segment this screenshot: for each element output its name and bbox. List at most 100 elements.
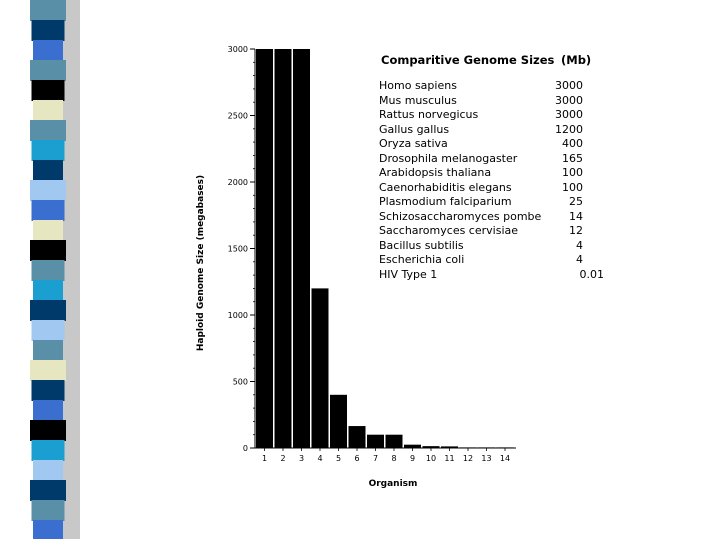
genome-size-value: 3000: [555, 108, 583, 121]
organism-name: Caenorhabiditis elegans: [379, 180, 512, 194]
organism-name: Rattus norvegicus: [379, 108, 479, 121]
genome-size-value: 3000: [555, 93, 583, 107]
bar-2: [274, 49, 292, 448]
table-row: Drosophila melanogaster 165: [379, 152, 619, 166]
stripe-band: [33, 520, 63, 539]
organism-name: Saccharomyces cervisiae: [379, 224, 519, 237]
x-tick-label: 11: [444, 454, 454, 463]
genome-size-value: 0.01: [579, 267, 605, 281]
stripe-band: [30, 420, 66, 441]
organism-name: Bacillus subtilis: [379, 238, 464, 252]
bar-6: [348, 426, 366, 448]
stripe-band: [30, 180, 66, 201]
table-row: Mus musculus 3000: [379, 94, 619, 108]
genome-size-value: 100: [562, 166, 583, 179]
bar-3: [293, 49, 310, 448]
x-tick-label: 4: [317, 454, 322, 463]
stripe-band: [33, 280, 63, 301]
genome-size-value: 4: [576, 238, 583, 252]
table-row: Saccharomyces cervisiae 12: [379, 224, 619, 238]
stripe-band: [31, 260, 65, 281]
stripe-band: [33, 40, 63, 61]
x-axis-title: Organism: [369, 479, 418, 489]
genome-size-value: 400: [562, 137, 583, 150]
stripe-band: [31, 140, 65, 161]
table-row: Escherichia coli 4: [379, 253, 619, 267]
x-tick-label: 9: [410, 454, 415, 463]
x-tick-label: 5: [336, 454, 341, 463]
stripe-band: [30, 480, 66, 501]
stripe-band: [31, 320, 65, 341]
genome-size-value: 12: [569, 224, 583, 237]
x-tick-label: 6: [354, 454, 359, 463]
table-row: Homo sapiens 3000: [379, 79, 619, 93]
y-axis: 0 500 1000 1500 2000 2500 3000: [228, 45, 256, 453]
table-row: Arabidopsis thaliana 100: [379, 166, 619, 180]
stripe-band: [30, 360, 66, 381]
organism-name: Plasmodium falciparium: [379, 195, 512, 208]
bar-7: [367, 434, 384, 448]
x-tick-label: 7: [373, 454, 378, 463]
bars: [256, 49, 514, 448]
organism-name: Arabidopsis thaliana: [379, 166, 492, 179]
x-tick-label: 8: [391, 454, 396, 463]
organism-name: Schizosaccharomyces pombe: [379, 209, 542, 223]
table-title: Comparitive Genome Sizes (Mb): [381, 53, 621, 67]
table-row: Caenorhabiditis elegans 100: [379, 181, 619, 195]
y-axis-title: Haploid Genome Size (megabases): [196, 175, 206, 351]
y-tick-label: 0: [243, 444, 248, 453]
x-tick-label: 13: [481, 454, 491, 463]
bar-9: [404, 444, 421, 448]
x-tick-label: 2: [280, 454, 285, 463]
genome-size-value: 14: [569, 209, 583, 223]
stripe-band: [31, 20, 65, 41]
genome-size-value: 4: [576, 253, 583, 266]
table-unit: (Mb): [561, 53, 592, 67]
table-row: Gallus gallus 1200: [379, 123, 619, 137]
stripe-band: [30, 60, 66, 81]
stripe-band: [31, 80, 65, 101]
genome-size-value: 165: [562, 151, 583, 165]
stripe-band: [30, 300, 66, 321]
bar-4: [311, 288, 329, 448]
table-row: HIV Type 1 0.01: [379, 268, 619, 282]
genome-size-value: 3000: [555, 79, 583, 92]
y-tick-label: 1000: [228, 311, 248, 320]
table-row: Plasmodium falciparium 25: [379, 195, 619, 209]
stripe-band: [31, 500, 65, 521]
organism-name: Gallus gallus: [379, 122, 450, 136]
bar-11: [441, 446, 458, 448]
table-row: Oryza sativa 400: [379, 137, 619, 151]
stripe-band: [33, 220, 63, 241]
stripe-band: [30, 0, 66, 21]
table-title-text: Comparitive Genome Sizes: [381, 53, 555, 67]
genome-size-value: 100: [562, 180, 583, 194]
x-axis: 1 2 3 4 5 6 7 8 9 10 11 12 13 14: [255, 447, 516, 463]
stripe-band: [30, 240, 66, 261]
stripe-band: [33, 100, 63, 121]
organism-name: Mus musculus: [379, 93, 457, 107]
stripe-band: [33, 460, 63, 481]
bar-10: [422, 446, 440, 448]
organism-name: Drosophila melanogaster: [379, 151, 518, 165]
stripe-shadow: [62, 0, 80, 539]
stripe-band: [33, 160, 63, 181]
organism-name: Escherichia coli: [379, 253, 465, 266]
x-tick-label: 14: [500, 454, 510, 463]
bar-5: [330, 394, 347, 448]
x-tick-label: 1: [262, 454, 267, 463]
decorative-stripe: [30, 0, 80, 539]
stripe-band: [33, 340, 63, 361]
bar-1: [256, 49, 273, 448]
stripe-band: [33, 400, 63, 421]
stripe-band: [31, 440, 65, 461]
y-tick-label: 500: [233, 378, 248, 387]
stripe-band: [30, 120, 66, 141]
table-row: Bacillus subtilis 4: [379, 239, 619, 253]
table-row: Schizosaccharomyces pombe 14: [379, 210, 619, 224]
stripe-band: [31, 380, 65, 401]
organism-name: HIV Type 1: [379, 267, 438, 281]
x-tick-label: 10: [426, 454, 436, 463]
y-tick-label: 3000: [228, 45, 248, 54]
